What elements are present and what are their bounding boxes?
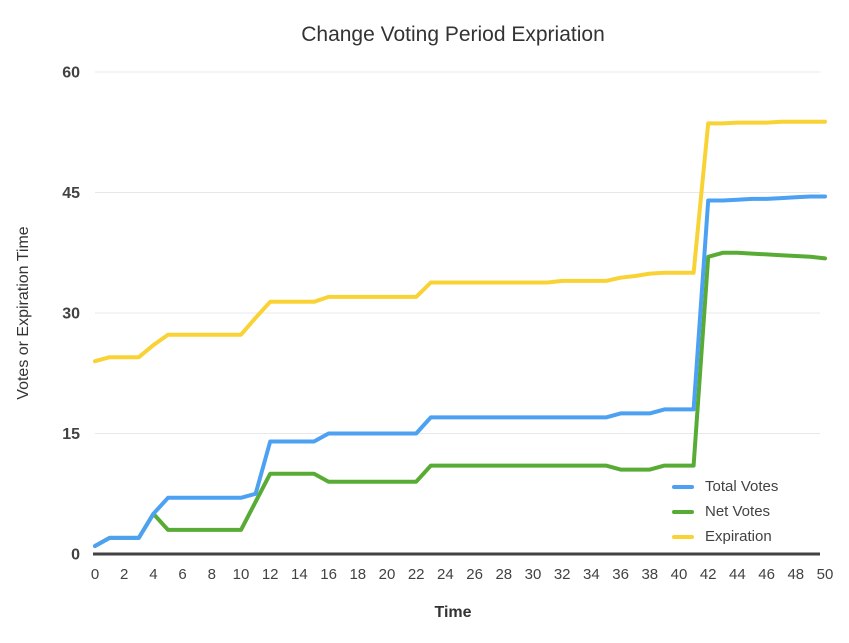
- x-tick-label-32: 32: [554, 566, 571, 583]
- x-tick-label-4: 4: [149, 566, 157, 583]
- x-tick-label-50: 50: [817, 566, 834, 583]
- legend-item-expiration: Expiration: [672, 524, 778, 549]
- chart-legend: Total Votes Net Votes Expiration: [672, 474, 778, 549]
- x-tick-label-36: 36: [612, 566, 629, 583]
- y-tick-label-45: 45: [62, 185, 80, 202]
- legend-swatch-expiration: [672, 534, 694, 539]
- x-axis-title: Time: [434, 604, 472, 621]
- y-tick-label-0: 0: [71, 547, 80, 564]
- x-tick-label-40: 40: [671, 566, 688, 583]
- legend-item-net-votes: Net Votes: [672, 499, 778, 524]
- series-line-expiration: [93, 119, 827, 364]
- y-tick-label-60: 60: [62, 65, 80, 82]
- legend-label-total-votes: Total Votes: [705, 478, 779, 495]
- legend-swatch-net-votes: [672, 509, 694, 514]
- legend-label-net-votes: Net Votes: [705, 503, 771, 520]
- y-tick-label-30: 30: [62, 306, 80, 323]
- y-tick-label-15: 15: [62, 426, 80, 443]
- series-line-net-votes: [93, 250, 827, 548]
- x-tick-label-18: 18: [349, 566, 366, 583]
- x-tick-label-34: 34: [583, 566, 600, 583]
- x-tick-label-46: 46: [758, 566, 775, 583]
- series-line-total-votes: [93, 194, 827, 548]
- chart-title: Change Voting Period Expriation: [301, 23, 605, 46]
- legend-label-expiration: Expiration: [705, 528, 772, 545]
- x-tick-label-0: 0: [91, 566, 99, 583]
- x-tick-label-22: 22: [408, 566, 425, 583]
- x-tick-label-38: 38: [641, 566, 658, 583]
- x-tick-label-26: 26: [466, 566, 483, 583]
- x-tick-label-48: 48: [787, 566, 804, 583]
- x-tick-label-16: 16: [320, 566, 337, 583]
- x-tick-label-28: 28: [495, 566, 512, 583]
- legend-swatch-total-votes: [672, 484, 694, 489]
- x-tick-label-2: 2: [120, 566, 128, 583]
- x-tick-label-14: 14: [291, 566, 308, 583]
- x-tick-label-42: 42: [700, 566, 717, 583]
- x-tick-label-6: 6: [178, 566, 186, 583]
- x-tick-label-8: 8: [208, 566, 216, 583]
- x-tick-label-30: 30: [525, 566, 542, 583]
- x-tick-label-44: 44: [729, 566, 746, 583]
- x-tick-label-10: 10: [233, 566, 250, 583]
- x-tick-label-20: 20: [379, 566, 396, 583]
- x-tick-label-24: 24: [437, 566, 454, 583]
- legend-item-total-votes: Total Votes: [672, 474, 778, 499]
- x-tick-label-12: 12: [262, 566, 279, 583]
